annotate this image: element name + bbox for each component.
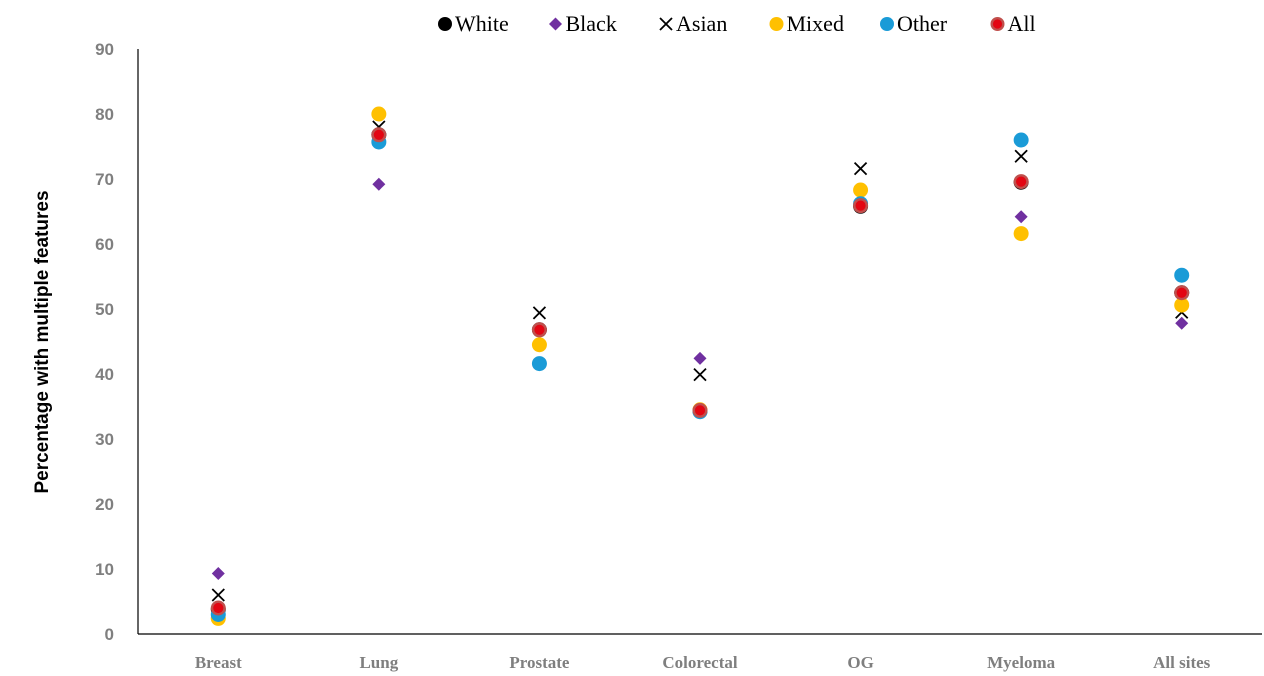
data-point-asian <box>211 588 225 602</box>
legend-label: Other <box>897 11 948 36</box>
legend-marker-other <box>880 17 894 31</box>
data-point-all <box>853 198 869 214</box>
legend-item-mixed: Mixed <box>769 11 844 36</box>
legend-item-all: All <box>990 11 1036 36</box>
data-point-other <box>1013 132 1029 148</box>
legend-item-other: Other <box>880 11 948 36</box>
legend-label: Black <box>566 11 617 36</box>
data-point-asian <box>532 306 547 320</box>
y-tick-label: 30 <box>95 430 114 449</box>
series-other <box>210 132 1190 622</box>
legend-marker-mixed <box>769 17 784 31</box>
y-tick-label: 80 <box>95 105 114 124</box>
legend-marker-black <box>549 17 562 31</box>
data-point-asian <box>853 161 868 176</box>
x-tick-label: Myeloma <box>987 653 1055 672</box>
y-tick-labels: 0 10 20 30 40 50 60 70 80 90 <box>95 40 114 644</box>
y-tick-label: 10 <box>95 560 114 579</box>
x-tick-label: Breast <box>195 653 242 672</box>
legend: White Black Asian Mixed Other All <box>438 11 1036 36</box>
data-point-black <box>1014 210 1028 224</box>
data-point-black <box>693 351 707 365</box>
data-point-asian <box>693 368 707 382</box>
x-tick-label: OG <box>847 653 873 672</box>
x-tick-label: Lung <box>359 653 398 672</box>
data-point-all <box>1013 174 1029 190</box>
legend-label: Asian <box>676 11 727 36</box>
y-tick-label: 50 <box>95 300 114 319</box>
x-tick-label: Colorectal <box>662 653 737 672</box>
x-tick-label: Prostate <box>509 653 570 672</box>
y-tick-label: 90 <box>95 40 114 59</box>
y-tick-label: 70 <box>95 170 114 189</box>
y-tick-label: 40 <box>95 365 114 384</box>
data-point-mixed <box>531 337 547 353</box>
data-points <box>210 106 1190 626</box>
legend-item-black: Black <box>549 11 617 36</box>
y-tick-label: 0 <box>105 625 114 644</box>
data-point-all <box>1174 285 1190 301</box>
data-point-black <box>1175 316 1189 330</box>
y-tick-label: 60 <box>95 235 114 254</box>
legend-marker-asian <box>659 17 673 31</box>
legend-item-asian: Asian <box>659 11 727 36</box>
series-mixed <box>210 106 1190 626</box>
legend-label: Mixed <box>787 11 844 36</box>
data-point-all <box>692 402 708 418</box>
y-axis-label: Percentage with multiple features <box>32 190 53 493</box>
data-point-all <box>531 322 547 338</box>
series-black <box>211 177 1189 581</box>
data-point-all <box>371 127 387 143</box>
data-point-mixed <box>1013 226 1029 242</box>
x-tick-labels: Breast Lung Prostate Colorectal OG Myeloma All… <box>195 653 1211 672</box>
data-point-mixed <box>853 182 869 198</box>
series-white <box>210 127 1190 617</box>
data-point-other <box>1174 267 1190 283</box>
legend-marker-white <box>438 17 452 31</box>
legend-item-white: White <box>438 11 509 36</box>
legend-marker-all <box>990 17 1005 32</box>
y-tick-label: 20 <box>95 495 114 514</box>
x-tick-label: All sites <box>1153 653 1211 672</box>
data-point-black <box>211 567 225 581</box>
series-all <box>210 127 1190 616</box>
data-point-asian <box>1014 149 1028 163</box>
data-point-other <box>531 356 547 372</box>
data-point-mixed <box>371 106 387 122</box>
legend-label: White <box>455 11 509 36</box>
legend-label: All <box>1008 11 1036 36</box>
data-point-black <box>372 177 386 191</box>
data-point-all <box>210 600 226 616</box>
data-point-mixed <box>1174 297 1190 313</box>
